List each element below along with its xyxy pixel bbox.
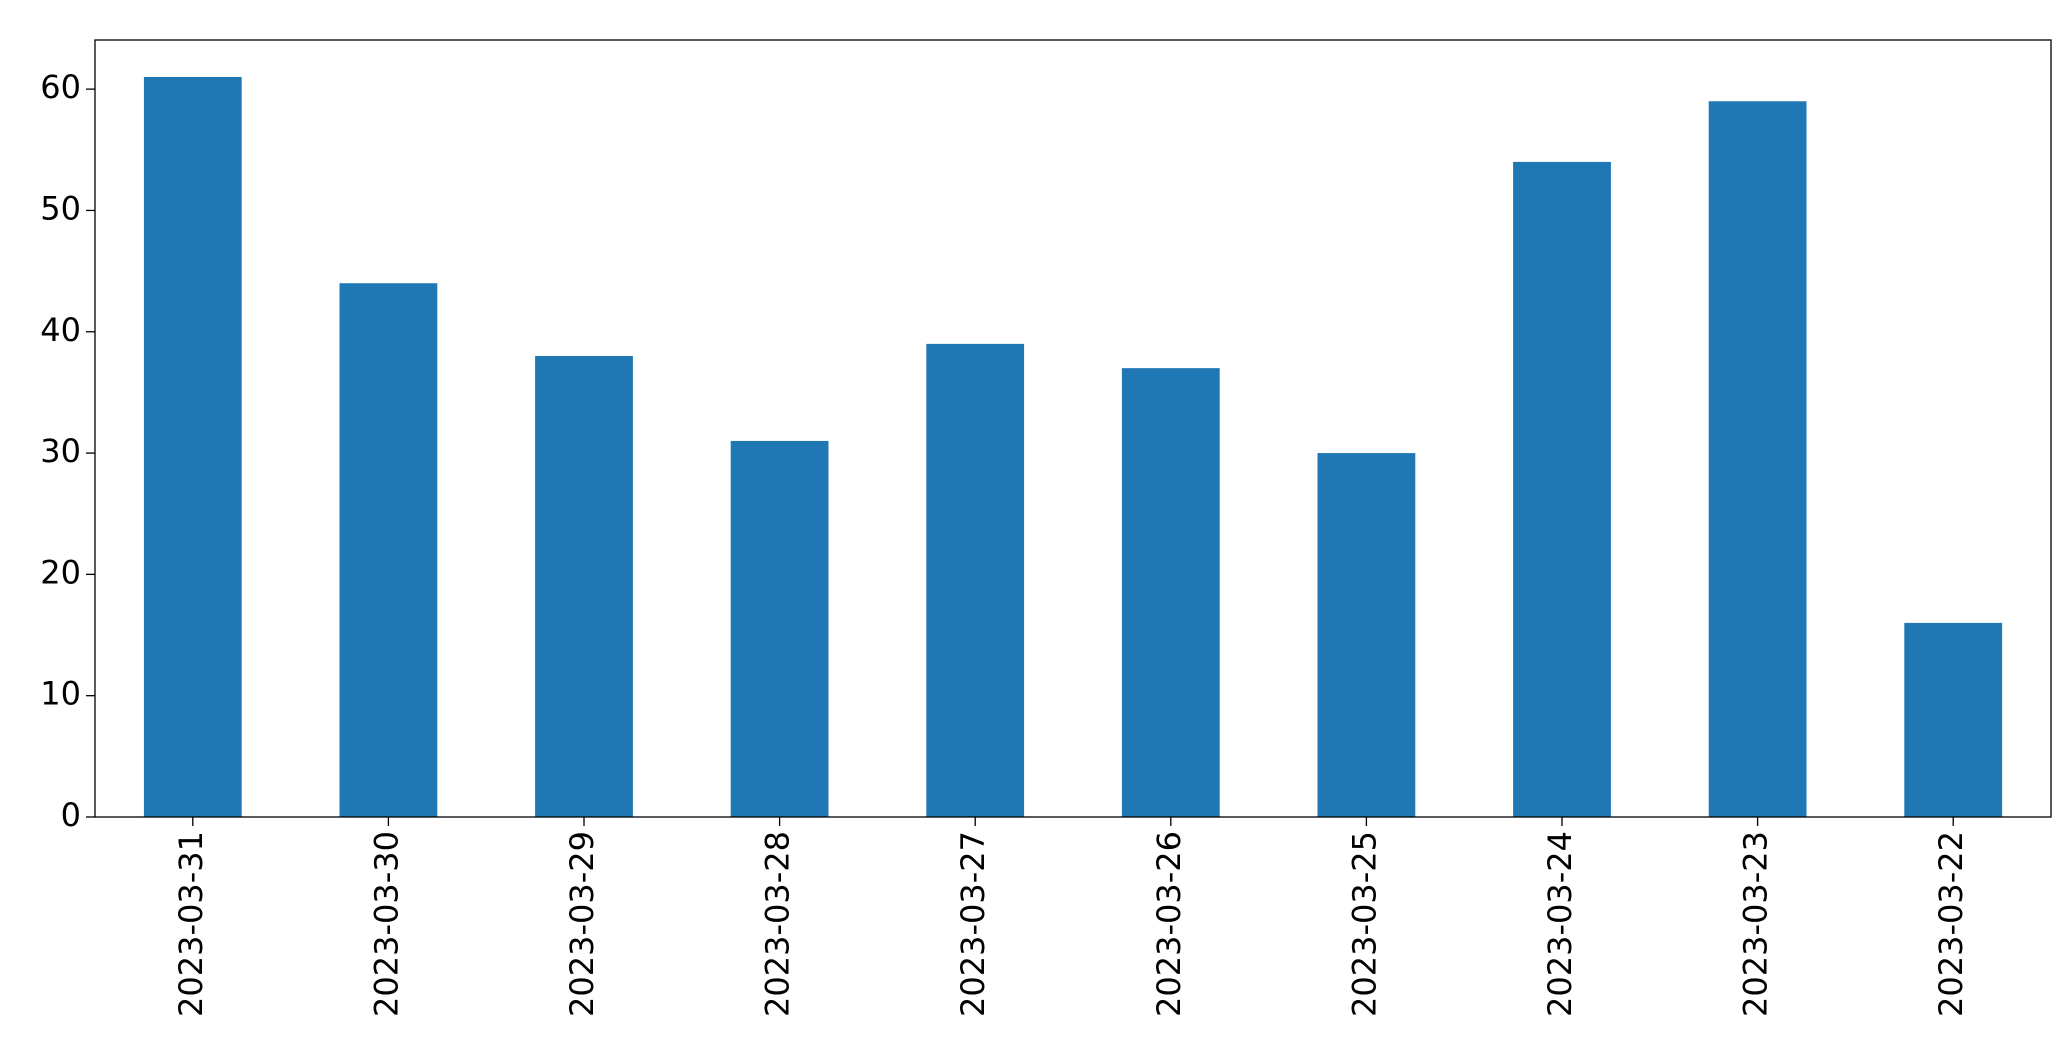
bar bbox=[730, 440, 829, 817]
x-tick-label: 2023-03-22 bbox=[1932, 831, 1970, 1017]
bar bbox=[1904, 622, 2003, 817]
bar bbox=[143, 77, 242, 817]
y-tick-label: 20 bbox=[40, 553, 81, 591]
bar bbox=[926, 343, 1025, 817]
plot-frame bbox=[94, 39, 2052, 818]
x-tick-label: 2023-03-23 bbox=[1737, 831, 1775, 1017]
y-tick-label: 40 bbox=[40, 311, 81, 349]
y-tick-label: 30 bbox=[40, 432, 81, 470]
bar bbox=[535, 356, 633, 817]
y-tick-label: 60 bbox=[40, 68, 81, 106]
x-tick-label: 2023-03-26 bbox=[1150, 831, 1188, 1017]
bar bbox=[339, 283, 438, 818]
x-tick-label: 2023-03-30 bbox=[367, 831, 405, 1017]
bar bbox=[1708, 101, 1807, 817]
y-tick-label: 50 bbox=[40, 189, 81, 227]
bar bbox=[1513, 161, 1611, 817]
x-tick-label: 2023-03-24 bbox=[1541, 831, 1579, 1017]
bar bbox=[1121, 368, 1220, 817]
x-tick-label: 2023-03-29 bbox=[563, 831, 601, 1017]
x-tick-label: 2023-03-27 bbox=[954, 831, 992, 1017]
x-tick-label: 2023-03-31 bbox=[172, 831, 210, 1017]
y-tick-label: 0 bbox=[61, 796, 81, 834]
x-tick-label: 2023-03-25 bbox=[1345, 831, 1383, 1017]
x-tick-label: 2023-03-28 bbox=[759, 831, 797, 1017]
y-tick-label: 10 bbox=[40, 675, 81, 713]
bar bbox=[1317, 453, 1416, 817]
